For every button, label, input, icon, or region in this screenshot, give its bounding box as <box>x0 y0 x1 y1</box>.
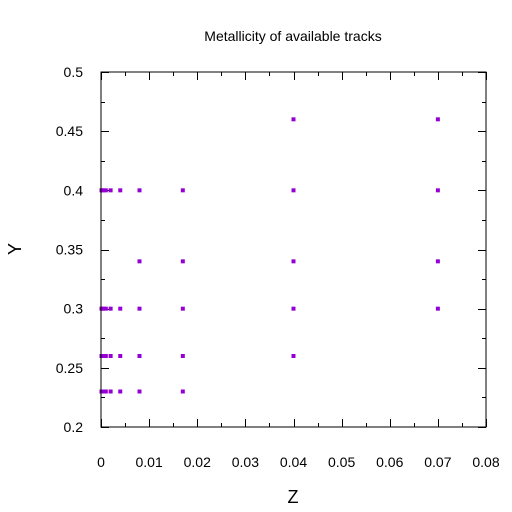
x-tick-label: 0.08 <box>472 454 499 470</box>
data-point <box>100 354 105 358</box>
data-point <box>137 389 142 394</box>
data-point <box>108 188 113 193</box>
data-point <box>118 188 123 193</box>
data-point <box>291 117 296 122</box>
data-point <box>180 188 185 193</box>
plot-frame <box>100 71 487 428</box>
x-tick-label: 0.04 <box>280 454 307 470</box>
data-point <box>108 389 113 394</box>
data-point <box>180 259 185 264</box>
y-tick-label: 0.45 <box>56 123 83 139</box>
data-point <box>118 306 123 311</box>
data-point <box>435 306 440 311</box>
x-axis-title: Z <box>288 487 299 507</box>
data-point <box>137 354 142 358</box>
data-point <box>118 389 123 394</box>
data-point <box>435 259 440 264</box>
data-point <box>435 188 440 193</box>
data-point <box>103 306 108 311</box>
data-point <box>103 354 108 358</box>
data-point <box>435 117 440 122</box>
data-point <box>100 188 105 193</box>
data-point <box>108 354 113 358</box>
y-tick-label: 0.5 <box>64 64 84 80</box>
y-tick-label: 0.35 <box>56 242 83 258</box>
data-point <box>291 306 296 311</box>
data-point <box>180 354 185 358</box>
chart-title: Metallicity of available tracks <box>204 28 381 44</box>
data-point <box>100 306 105 311</box>
data-point <box>137 259 142 264</box>
data-point <box>103 389 108 394</box>
data-point <box>137 188 142 193</box>
axis-tick-labels: 0 0.01 0.02 0.03 0.04 0.05 0.06 0.07 0.08 0.2 0.25… <box>56 64 500 470</box>
data-point <box>108 306 113 311</box>
data-point <box>291 354 296 358</box>
x-tick-label: 0.06 <box>376 454 403 470</box>
data-point <box>291 259 296 264</box>
y-tick-label: 0.4 <box>64 182 84 198</box>
data-point <box>100 389 105 394</box>
data-point <box>291 188 296 193</box>
x-tick-label: 0.07 <box>424 454 451 470</box>
x-tick-label: 0.02 <box>184 454 211 470</box>
y-axis-title: Y <box>5 243 25 255</box>
x-tick-label: 0.01 <box>136 454 163 470</box>
data-point <box>103 188 108 193</box>
x-tick-label: 0.03 <box>232 454 259 470</box>
y-tick-label: 0.3 <box>64 301 84 317</box>
data-point <box>180 306 185 311</box>
data-point <box>137 306 142 311</box>
y-tick-label: 0.25 <box>56 360 83 376</box>
y-tick-label: 0.2 <box>64 419 84 435</box>
data-point <box>180 389 185 394</box>
data-point <box>118 354 123 358</box>
x-tick-label: 0.05 <box>328 454 355 470</box>
x-tick-label: 0 <box>97 454 105 470</box>
